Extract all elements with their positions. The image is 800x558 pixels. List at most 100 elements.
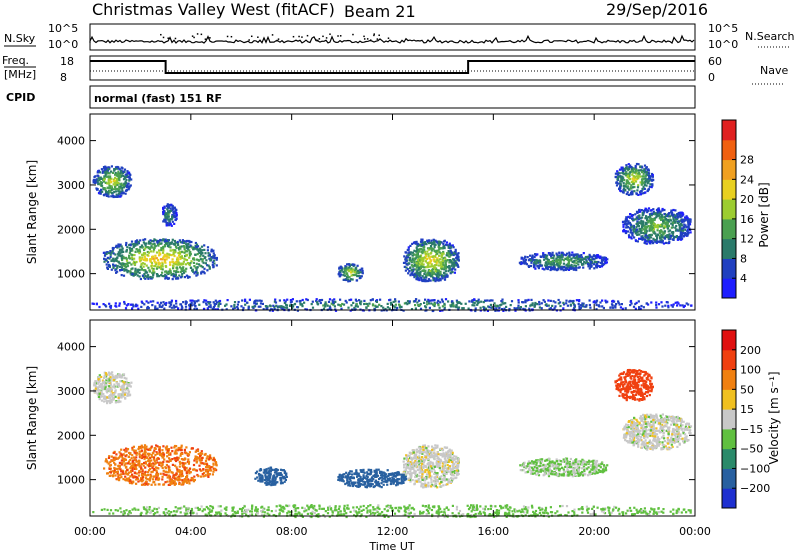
echo-cell (102, 382, 104, 384)
noise-search-point (163, 37, 165, 39)
echo-cell (316, 298, 318, 300)
echo-cell (117, 478, 119, 480)
echo-cell (411, 269, 413, 271)
echo-cell (213, 458, 215, 460)
echo-cell (138, 474, 140, 476)
echo-cell (677, 222, 679, 224)
echo-cell (589, 299, 591, 301)
echo-cell (169, 306, 171, 308)
echo-cell (175, 219, 177, 221)
echo-cell (441, 299, 443, 301)
echo-cell (439, 258, 441, 260)
echo-cell (175, 209, 177, 211)
echo-cell (176, 257, 178, 259)
echo-cell (165, 265, 167, 267)
echo-cell (557, 268, 559, 270)
echo-cell (649, 227, 651, 229)
echo-cell (168, 213, 170, 215)
echo-cell (174, 244, 176, 246)
echo-cell (578, 300, 580, 302)
echo-cell (139, 256, 141, 258)
y-tick-label: 1000 (57, 268, 85, 281)
echo-cell (627, 226, 629, 228)
echo-cell (425, 255, 427, 257)
echo-cell (159, 446, 161, 448)
echo-cell (387, 303, 389, 305)
echo-cell (432, 256, 434, 258)
echo-cell (551, 264, 553, 266)
echo-cell (101, 400, 103, 402)
echo-cell (339, 270, 341, 272)
echo-cell (305, 298, 307, 300)
echo-cell (141, 450, 143, 452)
echo-cell (573, 260, 575, 262)
echo-cell (451, 269, 453, 271)
echo-cell (651, 213, 653, 215)
echo-cell (456, 301, 458, 303)
echo-cell (434, 303, 436, 305)
echo-cell (182, 301, 184, 303)
echo-cell (123, 373, 125, 375)
noise-right-tick-high: 10^5 (708, 22, 738, 35)
echo-cell (634, 303, 636, 305)
echo-cell (556, 260, 558, 262)
echo-cell (130, 382, 132, 384)
echo-cell (398, 301, 400, 303)
echo-cell (643, 168, 645, 170)
echo-cell (163, 211, 165, 213)
echo-cell (629, 165, 631, 167)
echo-cell (100, 193, 102, 195)
echo-cell (175, 472, 177, 474)
echo-cell (645, 242, 647, 244)
echo-cell (129, 247, 131, 249)
echo-cell (123, 459, 125, 461)
echo-cell (594, 300, 596, 302)
echo-cell (108, 303, 110, 305)
echo-cell (436, 259, 438, 261)
echo-cell (332, 299, 334, 301)
echo-cell (139, 246, 141, 248)
echo-cell (164, 466, 166, 468)
echo-cell (536, 253, 538, 255)
echo-cell (651, 209, 653, 211)
echo-cell (129, 186, 131, 188)
echo-cell (282, 306, 284, 308)
echo-cell (631, 190, 633, 192)
echo-cell (571, 264, 573, 266)
noise-search-point (298, 36, 300, 38)
echo-cell (121, 190, 123, 192)
echo-cell (144, 467, 146, 469)
echo-cell (460, 303, 462, 305)
echo-cell (591, 264, 593, 266)
echo-cell (205, 466, 207, 468)
echo-cell (296, 300, 298, 302)
echo-cell (636, 163, 638, 165)
echo-cell (424, 299, 426, 301)
echo-cell (408, 246, 410, 248)
echo-cell (544, 264, 546, 266)
echo-cell (206, 455, 208, 457)
echo-cell (195, 455, 197, 457)
echo-cell (143, 252, 145, 254)
echo-cell (150, 250, 152, 252)
echo-cell (113, 196, 115, 198)
echo-cell (531, 256, 533, 258)
echo-cell (172, 464, 174, 466)
echo-cell (671, 213, 673, 215)
echo-cell (395, 304, 397, 306)
echo-cell (225, 303, 227, 305)
echo-cell (103, 261, 105, 263)
echo-cell (143, 269, 145, 271)
echo-cell (138, 462, 140, 464)
echo-cell (198, 465, 200, 467)
echo-cell (128, 188, 130, 190)
echo-cell (125, 242, 127, 244)
echo-cell (456, 304, 458, 306)
echo-cell (638, 217, 640, 219)
echo-cell (174, 483, 176, 485)
echo-cell (633, 306, 635, 308)
echo-cell (411, 243, 413, 245)
echo-cell (185, 476, 187, 478)
echo-cell (616, 184, 618, 186)
echo-cell (659, 213, 661, 215)
